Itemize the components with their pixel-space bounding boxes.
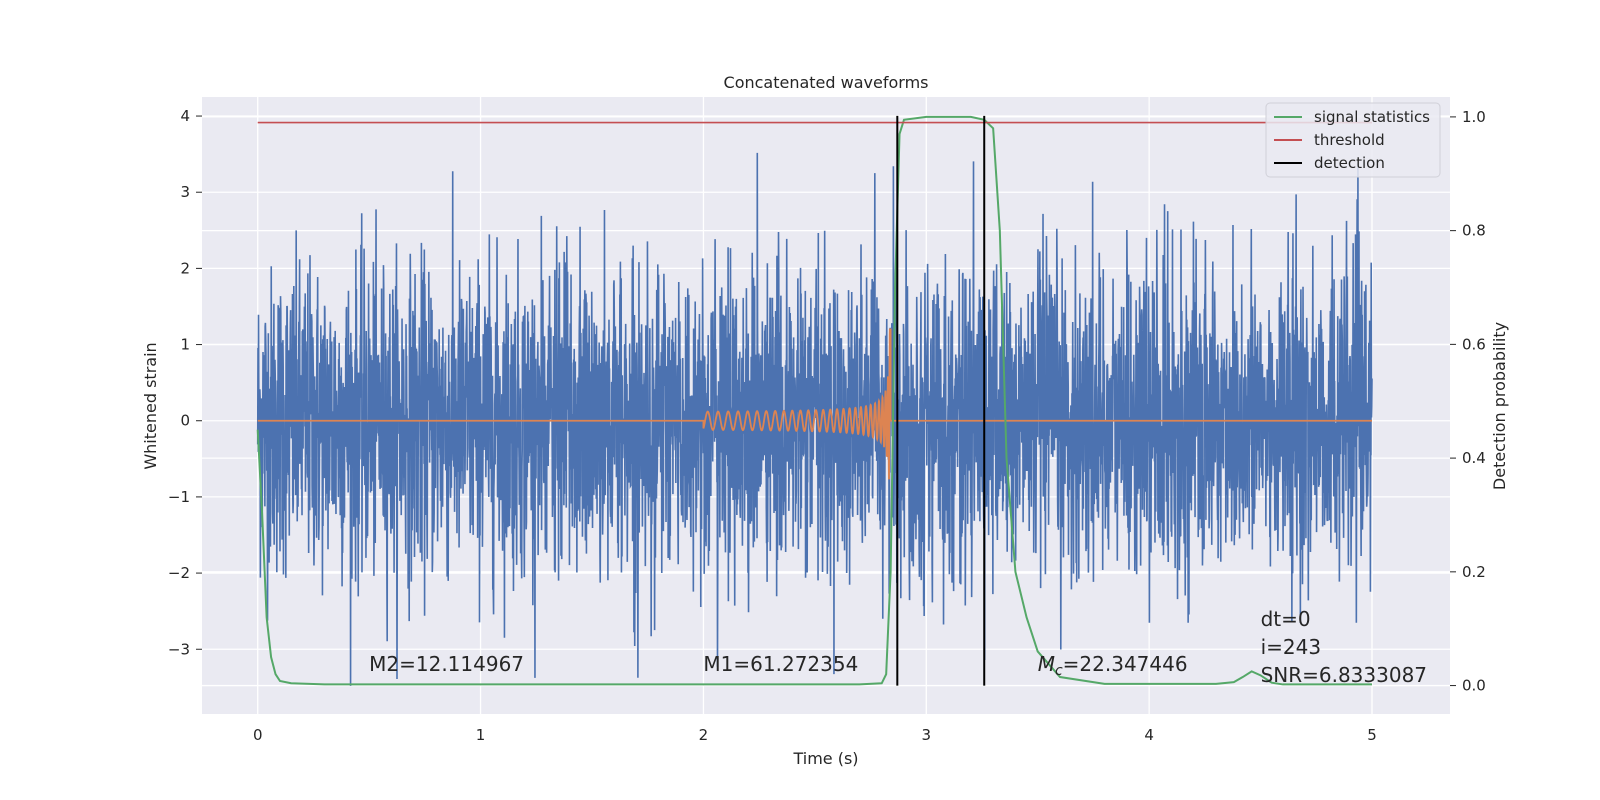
y-tick-label: 1 [180, 336, 190, 354]
mass-annotation: M2=12.114967 [369, 652, 524, 676]
right-series [256, 115, 1372, 686]
y2-tick-label: 1.0 [1462, 108, 1486, 126]
chart-title: Concatenated waveforms [724, 73, 929, 92]
y-tick-label: −2 [168, 564, 190, 582]
y-tick-label: −3 [168, 640, 190, 658]
x-tick-label: 0 [253, 726, 263, 744]
y-axis-label: Whitened strain [141, 342, 160, 469]
y2-tick-label: 0.4 [1462, 449, 1486, 467]
y2-ticks: 0.0 0.2 0.4 0.6 0.8 1.0 [1450, 108, 1486, 695]
signal-statistics-line [256, 115, 1372, 686]
detection-info-annotation: SNR=6.8333087 [1261, 663, 1427, 687]
annotations: M2=12.114967 M1=61.272354 Mc=22.347446 dt=0… [369, 607, 1427, 687]
y-ticks: −3 −2 −1 0 1 2 3 4 [168, 107, 202, 658]
legend-label: threshold [1314, 131, 1385, 149]
x-tick-label: 5 [1367, 726, 1377, 744]
template-chirp-line [257, 328, 1372, 480]
strain-noise-line [256, 152, 1373, 686]
left-series [256, 152, 1373, 686]
y-tick-label: 2 [180, 259, 190, 277]
x-tick-label: 3 [922, 726, 932, 744]
y-tick-label: 4 [180, 107, 190, 125]
legend: signal statistics threshold detection [1265, 102, 1441, 178]
y2-tick-label: 0.2 [1462, 563, 1486, 581]
detection-info-annotation: dt=0 [1261, 607, 1311, 631]
x-ticks: 0 1 2 3 4 5 [253, 726, 1377, 744]
x-tick-label: 1 [476, 726, 486, 744]
chirp-mass-annotation: Mc=22.347446 [1038, 652, 1188, 679]
y-tick-label: 3 [180, 183, 190, 201]
y2-axis-label: Detection probability [1490, 322, 1509, 490]
y-tick-label: 0 [180, 412, 190, 430]
y-tick-label: −1 [168, 488, 190, 506]
legend-box [1265, 102, 1441, 178]
y2-tick-label: 0.0 [1462, 677, 1486, 695]
legend-label: signal statistics [1314, 108, 1430, 126]
x-tick-label: 2 [699, 726, 709, 744]
mass-annotation: M1=61.272354 [703, 652, 858, 676]
y2-tick-label: 0.8 [1462, 222, 1486, 240]
legend-label: detection [1314, 154, 1385, 172]
x-tick-label: 4 [1144, 726, 1154, 744]
detection-info-annotation: i=243 [1261, 635, 1322, 659]
x-axis-label: Time (s) [792, 749, 858, 768]
y2-tick-label: 0.6 [1462, 335, 1486, 353]
